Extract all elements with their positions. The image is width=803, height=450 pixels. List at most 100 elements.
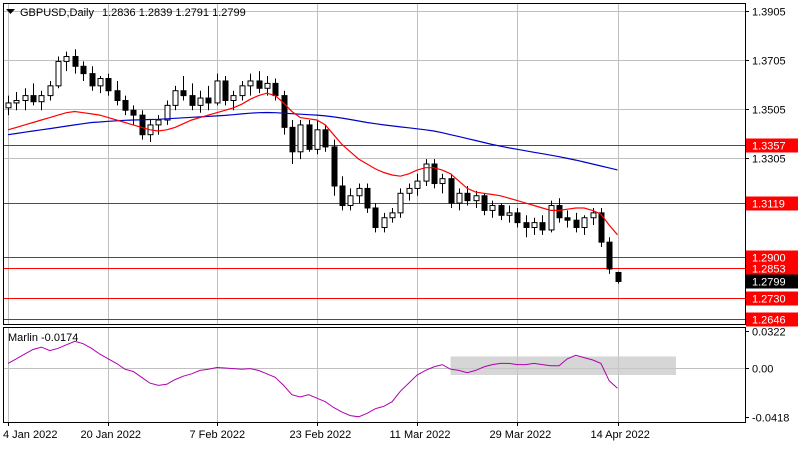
candle-body	[89, 73, 96, 87]
candle-body	[548, 205, 555, 231]
time-tick-label: 4 Jan 2022	[3, 429, 57, 441]
candle	[539, 215, 546, 235]
candle	[339, 176, 346, 211]
candle-body	[564, 217, 571, 221]
candle	[498, 203, 505, 221]
candle-body	[514, 212, 521, 224]
candle	[214, 73, 221, 106]
candle	[573, 212, 580, 233]
candle-body	[5, 102, 12, 109]
candle	[331, 139, 338, 196]
time-tick-label: 11 Mar 2022	[390, 429, 451, 441]
candle	[130, 105, 137, 125]
candle-body	[30, 95, 37, 103]
candle-body	[539, 222, 546, 231]
candle	[97, 76, 104, 94]
candle-body	[314, 129, 321, 150]
candle	[606, 237, 613, 274]
marlin-indicator	[7, 340, 618, 418]
level-label-box	[746, 250, 798, 265]
candle-body	[172, 90, 179, 106]
candle-body	[214, 80, 221, 104]
candle-body	[347, 195, 354, 207]
level-label-box	[746, 291, 798, 306]
chart-symbol: GBPUSD,Daily	[20, 7, 94, 19]
candle-body	[498, 205, 505, 216]
candle-body	[506, 212, 513, 216]
candle-body	[423, 163, 430, 182]
candle	[306, 120, 313, 152]
candle	[406, 183, 413, 201]
time-tick-label: 20 Jan 2022	[81, 429, 142, 441]
horizontal-levels	[4, 145, 745, 320]
candle-body	[289, 126, 296, 153]
level-label-box	[746, 312, 798, 327]
candle	[481, 193, 488, 216]
candle	[197, 90, 204, 113]
candle	[423, 159, 430, 186]
symbol-menu-triangle-icon[interactable]	[6, 9, 15, 14]
candle-body	[155, 119, 162, 126]
candle-body	[97, 78, 104, 87]
candle-body	[22, 95, 29, 101]
price-tick-label: 1.3905	[752, 7, 786, 19]
candle-body	[414, 180, 421, 189]
level-label-box	[746, 138, 798, 153]
candle-body	[389, 212, 396, 219]
main-grid	[4, 4, 745, 324]
candle-body	[297, 124, 304, 153]
candle	[47, 80, 54, 101]
indicator-shade	[450, 356, 676, 375]
candle-body	[130, 109, 137, 116]
candle-body	[439, 178, 446, 185]
candle	[397, 188, 404, 218]
candle	[514, 207, 521, 228]
indicator-tick-label: -0.0418	[752, 413, 789, 425]
candle-body	[180, 90, 187, 97]
candle-body	[598, 212, 605, 243]
time-tick-label: 14 Apr 2022	[591, 429, 650, 441]
indicator-shade-layer	[450, 356, 676, 375]
time-axis: 4 Jan 2022 20 Jan 2022 7 Feb 2022 23 Feb 20…	[3, 422, 650, 441]
candle	[230, 90, 237, 111]
candle-body	[381, 217, 388, 229]
price-tick-label: 1.3705	[752, 56, 786, 68]
candle-body	[615, 271, 622, 282]
candle	[63, 51, 70, 72]
candle-body	[573, 219, 580, 229]
candle	[122, 95, 129, 116]
candle	[473, 190, 480, 208]
candle-body	[481, 195, 488, 211]
candle	[372, 203, 379, 233]
candle	[381, 212, 388, 233]
candle	[105, 73, 112, 96]
candle	[264, 76, 271, 96]
level-label-box	[746, 196, 798, 211]
candle-body	[523, 222, 530, 229]
candle-body	[397, 192, 404, 214]
current-price-box	[746, 274, 798, 289]
main-chart-frame	[3, 3, 746, 325]
candle	[189, 83, 196, 111]
candle-body	[264, 82, 271, 89]
candle-body	[230, 95, 237, 101]
candle	[431, 159, 438, 189]
candle-body	[55, 60, 62, 87]
candle	[456, 188, 463, 211]
candle-body	[339, 185, 346, 207]
ma-slow-line	[7, 111, 618, 171]
current-price-label: 1.2799	[752, 277, 786, 289]
time-tick-label: 7 Feb 2022	[190, 429, 246, 441]
candle	[414, 173, 421, 196]
candle-body	[406, 187, 413, 194]
candle-body	[581, 217, 588, 229]
level-label: 1.2730	[752, 294, 786, 306]
candle	[80, 61, 87, 81]
indicator-tick-label: 0.0322	[752, 327, 786, 339]
candle-body	[197, 97, 204, 106]
candle-body	[205, 97, 212, 104]
candle	[172, 85, 179, 111]
indicator-tick-label: 0.00	[752, 364, 773, 376]
